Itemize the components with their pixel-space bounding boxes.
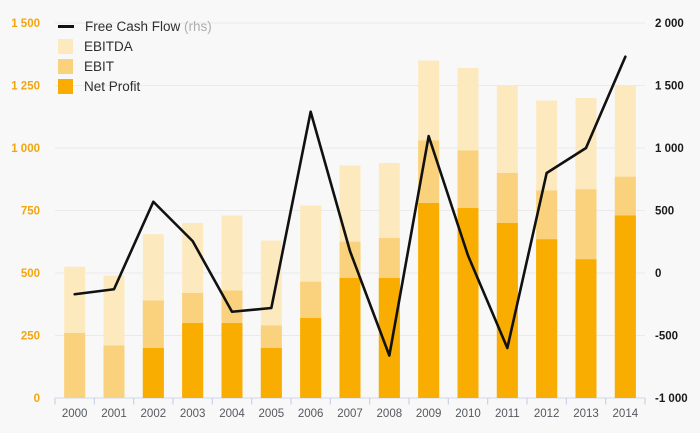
- x-axis-year-label: 2013: [573, 408, 599, 420]
- x-axis-year-label: 2009: [416, 408, 442, 420]
- bar-2011-net-profit: [496, 223, 518, 398]
- right-axis-tick-label: -1 000: [655, 393, 688, 405]
- x-axis-year-label: 2001: [101, 408, 127, 420]
- legend-label-ebit: EBIT: [84, 59, 115, 74]
- x-axis-year-label: 2005: [259, 408, 285, 420]
- bar-2000-ebit: [64, 333, 86, 398]
- bar-2005-net-profit: [260, 348, 282, 398]
- left-axis-tick-label: 1 000: [11, 143, 40, 155]
- x-axis-year-label: 2012: [534, 408, 560, 420]
- legend-rhs-suffix: (rhs): [180, 19, 212, 34]
- bar-2008-net-profit: [378, 278, 400, 398]
- x-axis-year-label: 2000: [62, 408, 88, 420]
- bar-2014-net-profit: [614, 215, 636, 398]
- left-axis-tick-label: 1 250: [11, 81, 40, 93]
- x-axis-year-label: 2010: [455, 408, 481, 420]
- left-axis-tick-label: 1 500: [11, 18, 40, 30]
- legend-label-ebitda: EBITDA: [84, 39, 133, 54]
- right-axis-tick-label: 1 000: [655, 143, 684, 155]
- x-axis-year-label: 2008: [377, 408, 403, 420]
- bar-2001-ebit: [103, 345, 125, 398]
- chart-legend: Free Cash Flow (rhs) EBITDA EBIT Net Pro…: [58, 19, 212, 94]
- left-axis-tick-label: 250: [21, 331, 40, 343]
- legend-item-free-cash-flow: Free Cash Flow (rhs): [58, 19, 212, 34]
- legend-item-ebitda: EBITDA: [58, 39, 212, 54]
- left-axis-tick-label: 750: [21, 206, 40, 218]
- x-axis-year-label: 2003: [180, 408, 206, 420]
- legend-label-free-cash-flow: Free Cash Flow (rhs): [85, 19, 212, 34]
- bar-2002-net-profit: [142, 348, 164, 398]
- right-axis-tick-label: 0: [655, 268, 661, 280]
- left-axis-tick-label: 500: [21, 268, 40, 280]
- x-axis-year-label: 2007: [337, 408, 363, 420]
- x-axis-year-label: 2004: [219, 408, 245, 420]
- right-axis-tick-label: 2 000: [655, 18, 684, 30]
- bar-2003-net-profit: [182, 323, 204, 398]
- legend-label-net-profit: Net Profit: [84, 79, 141, 94]
- net-profit-swatch-icon: [58, 79, 73, 94]
- right-axis-tick-label: 1 500: [655, 81, 684, 93]
- bar-2013-net-profit: [575, 259, 597, 398]
- right-axis-tick-label: 500: [655, 206, 674, 218]
- x-axis-year-label: 2014: [613, 408, 639, 420]
- bar-2007-net-profit: [339, 278, 361, 398]
- free-cash-flow-line-swatch-icon: [58, 25, 74, 28]
- bar-2006-net-profit: [300, 318, 322, 398]
- bar-2010-net-profit: [457, 208, 479, 398]
- ebit-swatch-icon: [58, 59, 73, 74]
- bar-2004-net-profit: [221, 323, 243, 398]
- legend-item-net-profit: Net Profit: [58, 79, 212, 94]
- bar-2009-net-profit: [418, 203, 440, 398]
- bar-2012-net-profit: [536, 239, 558, 398]
- ebitda-swatch-icon: [58, 39, 73, 54]
- legend-label-text: Free Cash Flow: [85, 19, 181, 34]
- x-axis-year-label: 2011: [495, 408, 520, 420]
- legend-item-ebit: EBIT: [58, 59, 212, 74]
- x-axis-year-label: 2006: [298, 408, 324, 420]
- left-axis-tick-label: 0: [34, 393, 40, 405]
- right-axis-tick-label: -500: [655, 331, 678, 343]
- free-cash-flow-line: [73, 55, 627, 357]
- x-axis-year-label: 2002: [141, 408, 167, 420]
